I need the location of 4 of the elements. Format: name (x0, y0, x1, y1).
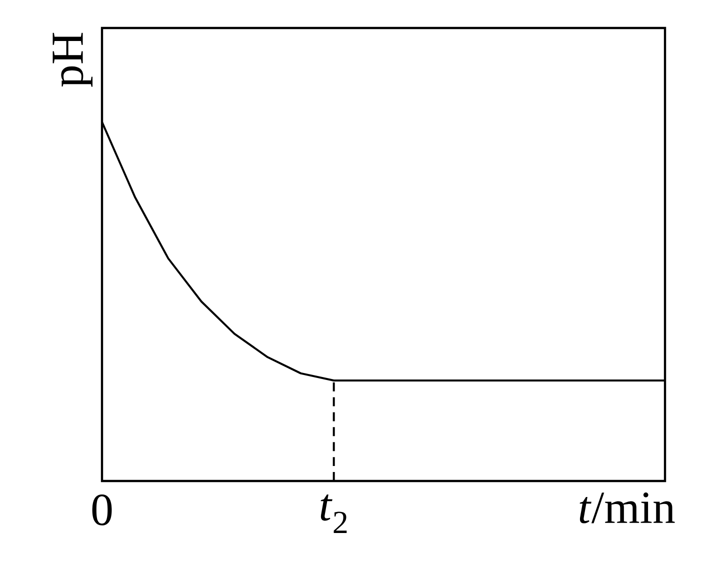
x-axis-title: t/min (580, 492, 675, 524)
x-tick-label: 0 (92, 494, 112, 526)
x-tick-label: t$_{2}$ (320, 494, 347, 533)
y-axis-title: pH (52, 32, 93, 87)
